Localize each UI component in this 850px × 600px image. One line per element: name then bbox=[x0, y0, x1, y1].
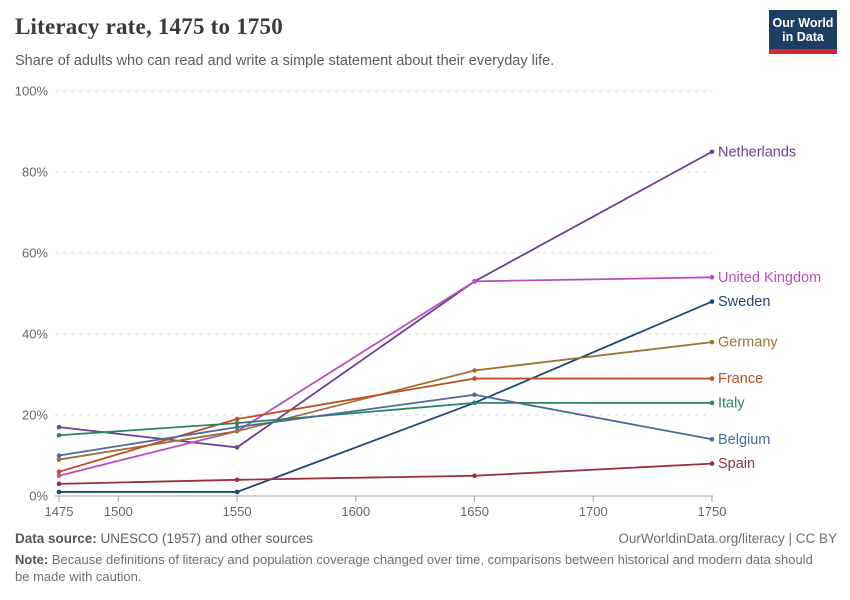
series-point-sweden bbox=[234, 489, 240, 495]
series-point-sweden bbox=[709, 299, 715, 304]
series-point-belgium bbox=[709, 437, 715, 442]
chart-note: Note: Because definitions of literacy an… bbox=[15, 551, 820, 585]
page-subtitle: Share of adults who can read and write a… bbox=[15, 53, 555, 69]
series-point-united-kingdom bbox=[709, 275, 715, 280]
x-tick-label: 1650 bbox=[460, 504, 489, 519]
note-label: Note: bbox=[15, 552, 49, 567]
x-tick-label: 1750 bbox=[698, 504, 727, 519]
series-label-germany[interactable]: Germany bbox=[718, 335, 778, 351]
series-point-spain bbox=[472, 473, 477, 479]
series-point-france bbox=[234, 416, 240, 422]
series-label-united-kingdom[interactable]: United Kingdom bbox=[718, 270, 821, 286]
owid-logo[interactable]: Our World in Data bbox=[769, 10, 837, 54]
series-label-sweden[interactable]: Sweden bbox=[718, 294, 770, 310]
series-point-italy bbox=[56, 432, 62, 438]
series-label-italy[interactable]: Italy bbox=[718, 395, 745, 411]
chart-footer: Data source: UNESCO (1957) and other sou… bbox=[15, 531, 837, 585]
y-tick-label: 0% bbox=[29, 489, 48, 504]
x-tick-label: 1700 bbox=[579, 504, 608, 519]
series-point-netherlands bbox=[56, 424, 62, 430]
series-label-belgium[interactable]: Belgium bbox=[718, 432, 770, 448]
series-label-spain[interactable]: Spain bbox=[718, 456, 755, 472]
series-point-netherlands bbox=[709, 149, 715, 155]
data-source-label: Data source: bbox=[15, 531, 97, 546]
series-point-france bbox=[56, 469, 62, 475]
series-point-italy bbox=[709, 400, 715, 406]
series-point-belgium bbox=[234, 424, 240, 430]
logo-accent-bar bbox=[769, 49, 837, 54]
y-tick-label: 100% bbox=[15, 84, 49, 99]
series-point-italy bbox=[472, 400, 477, 406]
series-line-spain[interactable] bbox=[58, 462, 713, 485]
y-tick-label: 60% bbox=[22, 246, 48, 261]
series-line-united-kingdom[interactable] bbox=[58, 276, 713, 477]
series-point-france bbox=[709, 376, 715, 381]
data-source-row: Data source: UNESCO (1957) and other sou… bbox=[15, 531, 837, 546]
attribution-link[interactable]: OurWorldinData.org/literacy | CC BY bbox=[618, 531, 837, 546]
series-line-sweden[interactable] bbox=[59, 300, 713, 493]
data-source-text: UNESCO (1957) and other sources bbox=[96, 531, 313, 546]
x-tick-label: 1550 bbox=[223, 504, 252, 519]
series-point-belgium bbox=[472, 392, 477, 398]
y-tick-label: 40% bbox=[22, 327, 48, 342]
series-point-france bbox=[472, 376, 477, 381]
logo-line-2: in Data bbox=[782, 30, 824, 44]
series-point-united-kingdom bbox=[472, 279, 477, 284]
series-line-italy[interactable] bbox=[58, 401, 712, 437]
series-point-spain bbox=[56, 481, 62, 487]
x-tick-label: 1500 bbox=[104, 504, 133, 519]
series-point-germany bbox=[56, 457, 62, 462]
y-tick-label: 20% bbox=[22, 408, 48, 423]
series-label-france[interactable]: France bbox=[718, 371, 763, 387]
series-point-sweden bbox=[56, 489, 62, 495]
series-point-netherlands bbox=[234, 445, 240, 450]
data-source: Data source: UNESCO (1957) and other sou… bbox=[15, 531, 313, 546]
series-point-belgium bbox=[56, 453, 62, 458]
series-line-netherlands[interactable] bbox=[58, 150, 713, 449]
series-label-netherlands[interactable]: Netherlands bbox=[718, 144, 796, 160]
x-tick-label: 1600 bbox=[341, 504, 370, 519]
x-tick-label: 1475 bbox=[45, 504, 74, 519]
series-point-spain bbox=[234, 477, 240, 483]
series-point-germany bbox=[472, 368, 477, 373]
series-point-germany bbox=[234, 428, 240, 434]
note-text: Because definitions of literacy and popu… bbox=[15, 552, 813, 584]
series-point-spain bbox=[709, 461, 715, 466]
series-point-italy bbox=[234, 420, 240, 426]
series-line-france[interactable] bbox=[58, 377, 712, 473]
series-line-belgium[interactable] bbox=[58, 393, 713, 457]
y-tick-label: 80% bbox=[22, 165, 48, 180]
logo-line-1: Our World bbox=[772, 16, 834, 30]
page-title: Literacy rate, 1475 to 1750 bbox=[15, 14, 283, 39]
series-point-germany bbox=[709, 339, 715, 345]
series-point-united-kingdom bbox=[56, 473, 62, 479]
